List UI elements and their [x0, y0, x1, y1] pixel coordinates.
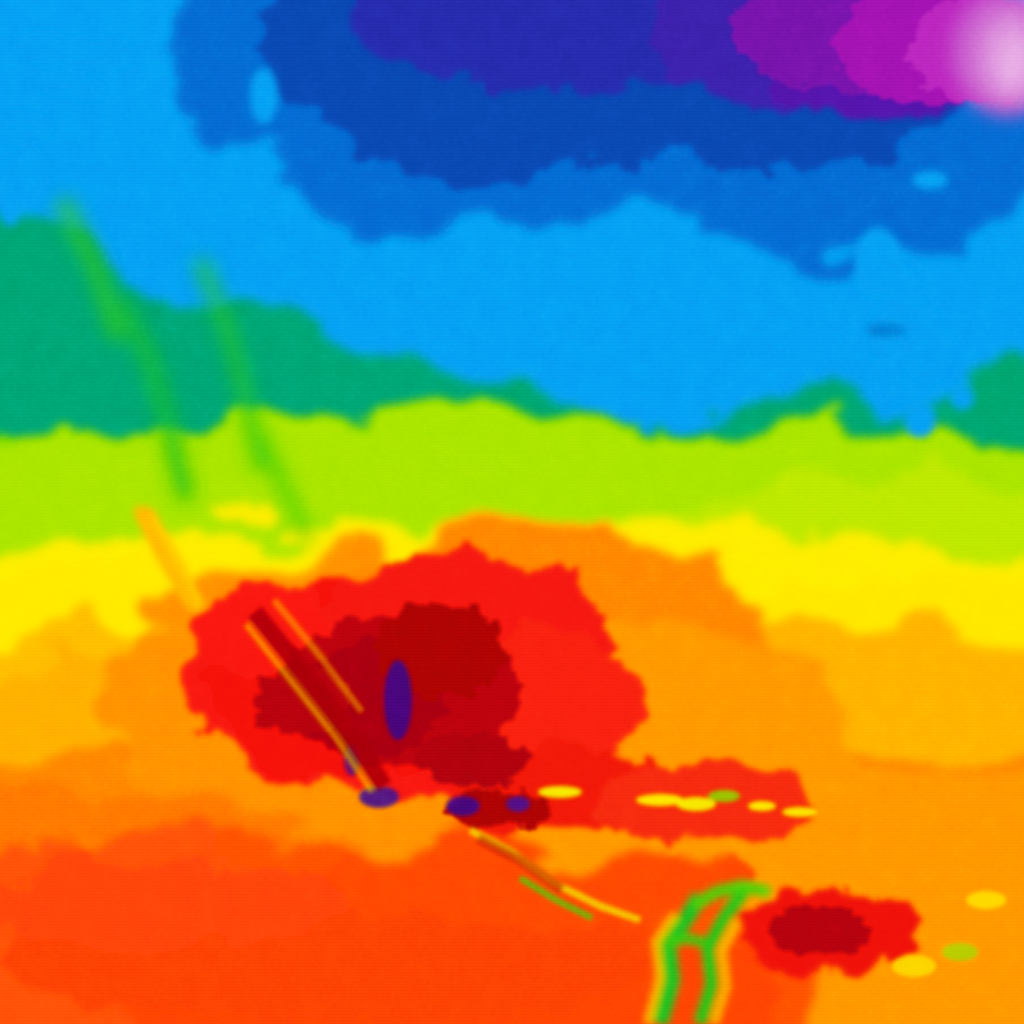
temperature-map-canvas[interactable] — [0, 0, 1024, 1024]
contour-banding-overlay — [0, 0, 1024, 1024]
